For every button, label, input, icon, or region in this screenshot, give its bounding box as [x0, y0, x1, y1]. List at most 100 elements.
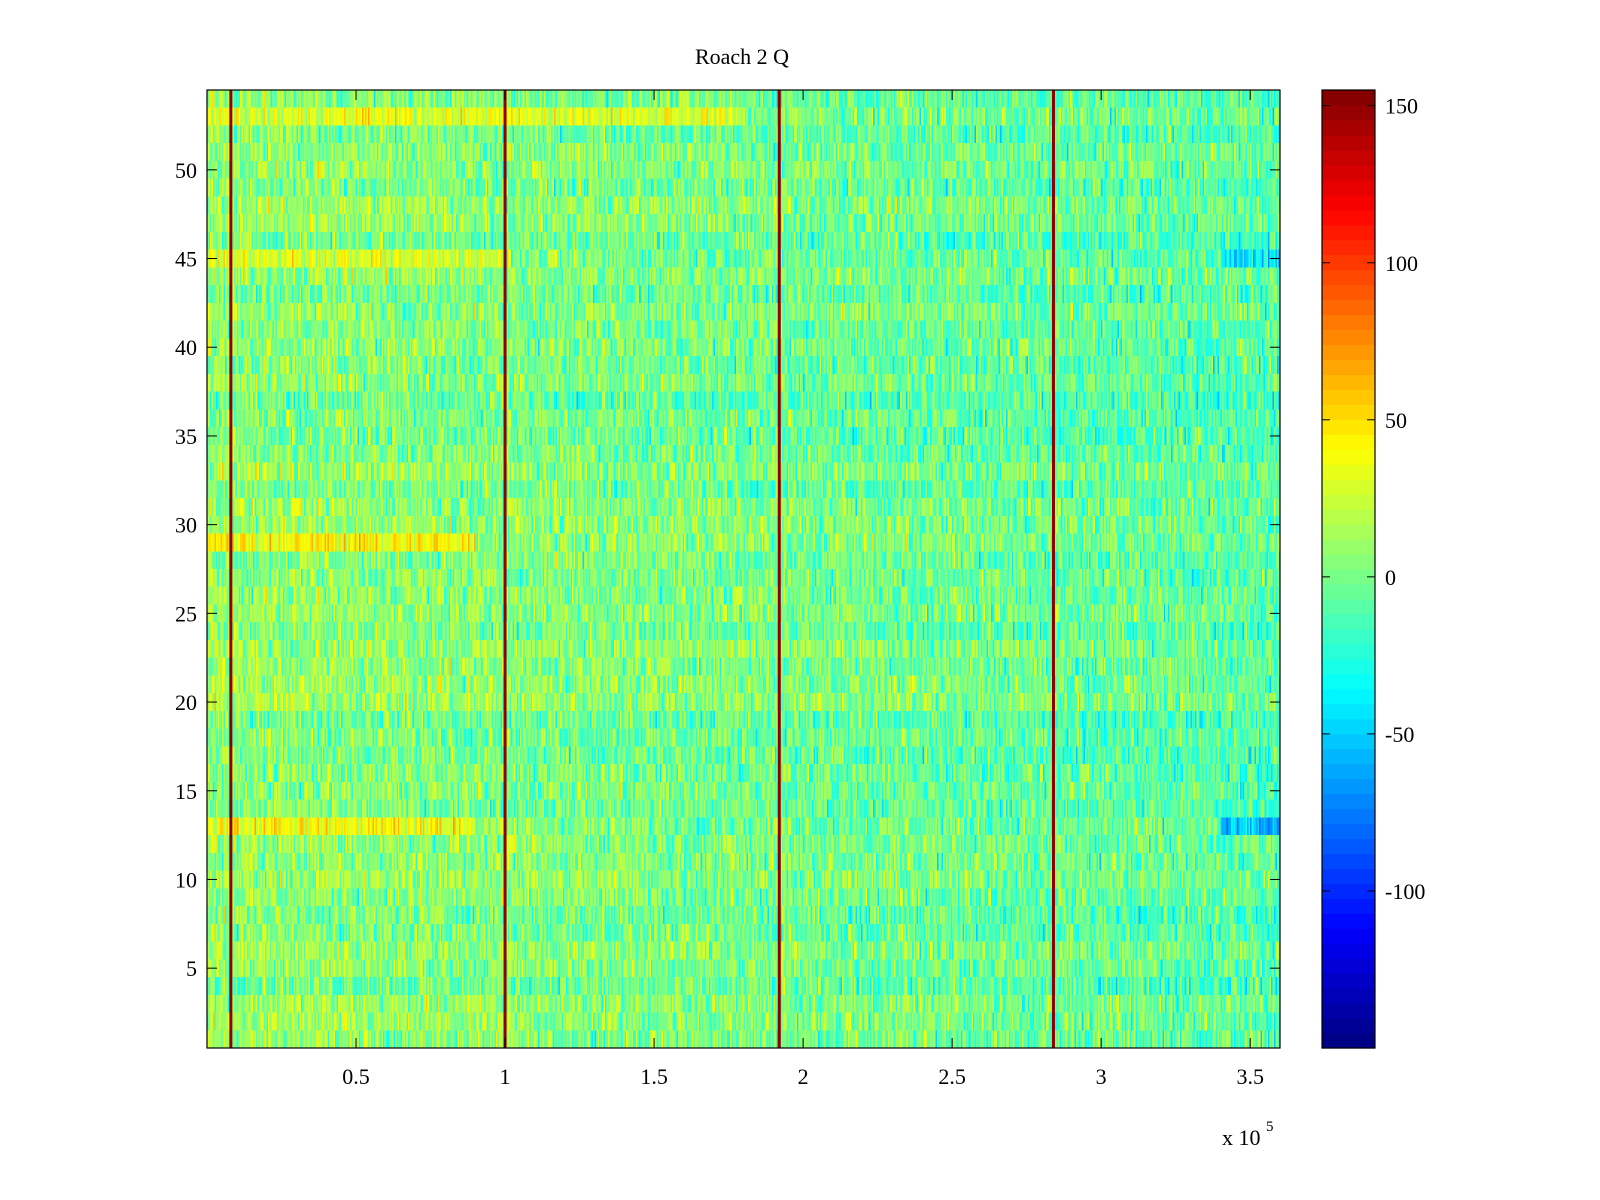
- colorbar-step: [1322, 778, 1375, 795]
- x-axis: 0.5 1 1.5 2 2.5 3 3.5: [342, 90, 1264, 1089]
- colorbar-step: [1322, 374, 1375, 390]
- x-tick-label: 2.5: [938, 1064, 966, 1089]
- y-tick-label: 30: [175, 513, 197, 538]
- colorbar-step: [1322, 284, 1375, 301]
- x-tick-label: 3: [1096, 1064, 1107, 1089]
- colorbar-step: [1322, 898, 1375, 914]
- colorbar-step: [1322, 1003, 1375, 1019]
- colorbar-step: [1322, 943, 1375, 959]
- y-tick-label: 10: [175, 867, 197, 892]
- colorbar-step: [1322, 434, 1375, 450]
- colorbar: [1321, 89, 1376, 1049]
- colorbar-tick-label: 150: [1385, 94, 1418, 119]
- y-tick-label: 35: [175, 424, 197, 449]
- colorbar-step: [1322, 658, 1375, 675]
- y-tick-label: 15: [175, 779, 197, 804]
- y-axis: 5 10 15 20 25 30 35 40 45 50: [175, 158, 1280, 981]
- y-tick-label: 45: [175, 247, 197, 272]
- colorbar-step: [1322, 1018, 1375, 1034]
- colorbar-step: [1322, 194, 1375, 211]
- colorbar-step: [1322, 838, 1375, 855]
- colorbar-step: [1322, 718, 1375, 735]
- colorbar-step: [1322, 973, 1375, 989]
- colorbar-step: [1322, 688, 1375, 705]
- colorbar-step: [1322, 164, 1375, 181]
- colorbar-frame: [1321, 89, 1376, 1049]
- colorbar-ticks: 150 100 50 0 -50 -100: [1322, 94, 1425, 904]
- y-tick-label: 50: [175, 158, 197, 183]
- colorbar-step: [1322, 808, 1375, 825]
- colorbar-step: [1322, 464, 1375, 480]
- colorbar-tick-label: -50: [1385, 722, 1414, 747]
- colorbar-step: [1322, 673, 1375, 690]
- colorbar-step: [1322, 329, 1375, 346]
- colorbar-step: [1322, 179, 1375, 196]
- colorbar-tick-label: -100: [1385, 879, 1425, 904]
- colorbar-step: [1322, 134, 1375, 151]
- spike-column-1: [229, 90, 233, 1048]
- colorbar-step: [1322, 554, 1375, 570]
- colorbar-step: [1322, 823, 1375, 840]
- colorbar-step: [1322, 344, 1375, 361]
- colorbar-step: [1322, 119, 1375, 136]
- y-tick-label: 5: [186, 956, 197, 981]
- x-exponent-base: x 10: [1222, 1125, 1261, 1150]
- spike-columns: [229, 90, 1055, 1048]
- colorbar-step: [1322, 913, 1375, 929]
- colorbar-step: [1322, 239, 1375, 256]
- colorbar-step: [1322, 524, 1375, 540]
- colorbar-step: [1322, 1033, 1375, 1049]
- colorbar-tick-label: 100: [1385, 251, 1418, 276]
- x-exponent-power: 5: [1266, 1119, 1274, 1135]
- heatmap-image: [207, 90, 1280, 1048]
- colorbar-step: [1322, 793, 1375, 810]
- x-exponent-label: x 10 5: [1222, 1119, 1274, 1150]
- colorbar-step: [1322, 254, 1375, 271]
- colorbar-step: [1322, 868, 1375, 884]
- colorbar-step: [1322, 359, 1375, 376]
- colorbar-step: [1322, 269, 1375, 286]
- colorbar-step: [1322, 209, 1375, 226]
- y-tick-label: 20: [175, 690, 197, 715]
- colorbar-step: [1322, 613, 1375, 630]
- colorbar-step: [1322, 733, 1375, 750]
- colorbar-step: [1322, 628, 1375, 645]
- colorbar-step: [1322, 389, 1375, 405]
- colorbar-step: [1322, 583, 1375, 600]
- spike-column-3: [777, 90, 781, 1048]
- colorbar-step: [1322, 748, 1375, 765]
- y-tick-label: 25: [175, 601, 197, 626]
- colorbar-tick-label: 0: [1385, 565, 1396, 590]
- colorbar-step: [1322, 988, 1375, 1004]
- colorbar-step: [1322, 314, 1375, 331]
- chart-title: Roach 2 Q: [695, 44, 789, 69]
- spike-column-2: [503, 90, 507, 1048]
- colorbar-step: [1322, 539, 1375, 555]
- y-tick-label: 40: [175, 335, 197, 360]
- colorbar-step: [1322, 299, 1375, 316]
- colorbar-step: [1322, 104, 1375, 121]
- colorbar-step: [1322, 149, 1375, 166]
- spike-column-4: [1051, 90, 1055, 1048]
- heatmap-cells: [207, 90, 1280, 1048]
- x-tick-label: 3.5: [1236, 1064, 1264, 1089]
- colorbar-step: [1322, 90, 1375, 106]
- colorbar-step: [1322, 509, 1375, 525]
- colorbar-step: [1322, 479, 1375, 495]
- colorbar-step: [1322, 703, 1375, 720]
- colorbar-tick-label: 50: [1385, 408, 1407, 433]
- x-tick-label: 0.5: [342, 1064, 370, 1089]
- colorbar-step: [1322, 224, 1375, 241]
- colorbar-step: [1322, 598, 1375, 615]
- colorbar-step: [1322, 643, 1375, 660]
- colorbar-step: [1322, 883, 1375, 899]
- x-tick-label: 1.5: [640, 1064, 668, 1089]
- colorbar-step: [1322, 569, 1375, 585]
- colorbar-step: [1322, 419, 1375, 435]
- plot-frame: [206, 89, 1281, 1049]
- colorbar-step: [1322, 928, 1375, 944]
- colorbar-step: [1322, 853, 1375, 869]
- x-tick-label: 1: [500, 1064, 511, 1089]
- colorbar-step: [1322, 404, 1375, 420]
